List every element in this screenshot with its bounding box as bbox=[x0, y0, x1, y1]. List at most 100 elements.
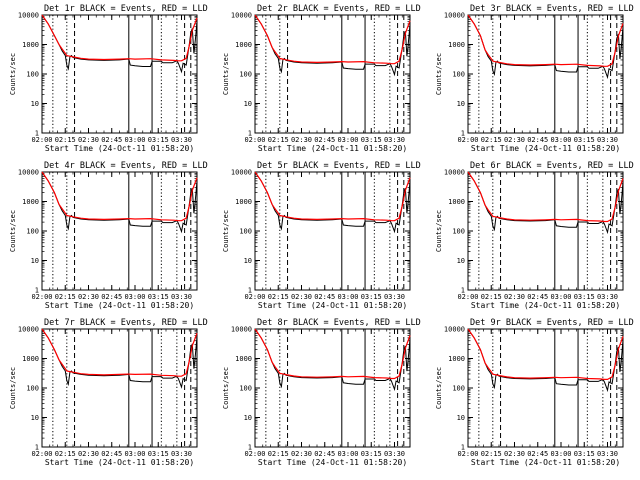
plot-frame bbox=[41, 14, 198, 134]
detector-panel: Det 8r BLACK = Events, RED = LLD 1 10 100 10… bbox=[222, 318, 421, 467]
panel-title: Det 7r BLACK = Events, RED = LLD bbox=[44, 318, 208, 328]
x-tick-label: 03:15 bbox=[148, 450, 169, 458]
y-tick-label: 100 bbox=[452, 71, 465, 79]
panel-title: Det 6r BLACK = Events, RED = LLD bbox=[470, 161, 634, 171]
y-tick-label: 1 bbox=[35, 444, 39, 452]
lld-series-line bbox=[467, 171, 624, 223]
y-tick-label: 100 bbox=[239, 71, 252, 79]
lld-series-line bbox=[467, 328, 624, 380]
x-tick-label: 02:15 bbox=[481, 136, 502, 144]
x-axis-label: Start Time (24-Oct-11 01:58:20) bbox=[45, 301, 194, 310]
x-tick-label: 03:00 bbox=[550, 293, 571, 301]
y-tick-label: 1000 bbox=[448, 198, 465, 206]
x-tick-label: 02:30 bbox=[291, 136, 312, 144]
detector-panel: Det 6r BLACK = Events, RED = LLD 1 10 100 10… bbox=[435, 161, 634, 310]
y-tick-label: 10000 bbox=[444, 12, 465, 20]
plot-frame bbox=[41, 328, 198, 448]
y-tick-label: 1 bbox=[248, 287, 252, 295]
x-tick-label: 03:30 bbox=[384, 293, 405, 301]
events-series-line bbox=[41, 328, 198, 389]
y-tick-label: 10000 bbox=[231, 169, 252, 177]
x-tick-label: 03:15 bbox=[361, 136, 382, 144]
x-tick-label: 03:30 bbox=[384, 450, 405, 458]
y-axis-label: Counts/sec bbox=[222, 210, 230, 252]
lld-series-line bbox=[41, 14, 198, 62]
events-series-line bbox=[254, 171, 411, 234]
panel-title: Det 9r BLACK = Events, RED = LLD bbox=[470, 318, 634, 328]
panel-title: Det 8r BLACK = Events, RED = LLD bbox=[257, 318, 421, 328]
y-tick-label: 100 bbox=[26, 385, 39, 393]
events-series-line bbox=[467, 171, 624, 235]
y-tick-label: 1 bbox=[248, 444, 252, 452]
y-tick-label: 100 bbox=[26, 228, 39, 236]
y-tick-label: 10000 bbox=[231, 12, 252, 20]
x-tick-label: 03:00 bbox=[550, 450, 571, 458]
detector-panel: Det 5r BLACK = Events, RED = LLD 1 10 100 10… bbox=[222, 161, 421, 310]
x-tick-label: 03:00 bbox=[337, 136, 358, 144]
x-axis-label: Start Time (24-Oct-11 01:58:20) bbox=[471, 458, 620, 467]
y-tick-label: 1000 bbox=[235, 355, 252, 363]
lld-series-line bbox=[467, 14, 624, 67]
x-tick-label: 02:30 bbox=[504, 136, 525, 144]
x-axis-label: Start Time (24-Oct-11 01:58:20) bbox=[45, 144, 194, 153]
panel-title: Det 3r BLACK = Events, RED = LLD bbox=[470, 4, 634, 14]
y-tick-label: 10 bbox=[244, 414, 252, 422]
y-axis-label: Counts/sec bbox=[9, 367, 17, 409]
x-tick-label: 02:45 bbox=[101, 450, 122, 458]
x-tick-label: 03:30 bbox=[597, 136, 618, 144]
x-tick-label: 03:30 bbox=[597, 450, 618, 458]
y-tick-label: 100 bbox=[239, 385, 252, 393]
y-tick-label: 1000 bbox=[22, 355, 39, 363]
y-tick-label: 1 bbox=[35, 130, 39, 138]
plot-frame bbox=[467, 14, 624, 134]
plot-frame bbox=[467, 328, 624, 448]
x-tick-label: 03:30 bbox=[171, 136, 192, 144]
x-tick-label: 02:45 bbox=[101, 136, 122, 144]
y-tick-label: 10000 bbox=[18, 326, 39, 334]
y-axis-label: Counts/sec bbox=[435, 210, 443, 252]
y-axis-label: Counts/sec bbox=[222, 367, 230, 409]
plot-frame bbox=[41, 171, 198, 291]
x-tick-label: 03:15 bbox=[361, 450, 382, 458]
x-tick-label: 03:15 bbox=[361, 293, 382, 301]
events-series-line bbox=[467, 328, 624, 393]
y-tick-label: 10000 bbox=[18, 169, 39, 177]
y-tick-label: 1000 bbox=[235, 198, 252, 206]
y-tick-label: 1000 bbox=[448, 41, 465, 49]
y-tick-label: 100 bbox=[239, 228, 252, 236]
y-tick-label: 10 bbox=[457, 100, 465, 108]
y-axis-label: Counts/sec bbox=[9, 53, 17, 95]
lld-series-line bbox=[254, 14, 411, 65]
y-tick-label: 1000 bbox=[235, 41, 252, 49]
detector-panel: Det 3r BLACK = Events, RED = LLD 1 10 100 10… bbox=[435, 4, 634, 153]
y-tick-label: 1000 bbox=[448, 355, 465, 363]
x-tick-label: 02:00 bbox=[457, 293, 478, 301]
plot-frame bbox=[467, 171, 624, 291]
y-tick-label: 1000 bbox=[22, 198, 39, 206]
y-axis-label: Counts/sec bbox=[435, 53, 443, 95]
x-tick-label: 02:00 bbox=[457, 136, 478, 144]
x-tick-label: 02:30 bbox=[504, 450, 525, 458]
x-tick-label: 02:15 bbox=[481, 450, 502, 458]
x-tick-label: 02:00 bbox=[31, 450, 52, 458]
y-tick-label: 1 bbox=[461, 287, 465, 295]
lld-series-line bbox=[41, 328, 198, 377]
x-tick-label: 02:30 bbox=[78, 450, 99, 458]
lld-series-line bbox=[254, 171, 411, 222]
x-tick-label: 03:00 bbox=[337, 293, 358, 301]
events-series-line bbox=[254, 328, 411, 392]
x-tick-label: 03:00 bbox=[124, 293, 145, 301]
x-tick-label: 02:45 bbox=[527, 293, 548, 301]
detector-panel: Det 4r BLACK = Events, RED = LLD 1 10 100 10… bbox=[9, 161, 208, 310]
y-axis-label: Counts/sec bbox=[222, 53, 230, 95]
panel-title: Det 2r BLACK = Events, RED = LLD bbox=[257, 4, 421, 14]
x-tick-label: 03:00 bbox=[124, 450, 145, 458]
panel-title: Det 1r BLACK = Events, RED = LLD bbox=[44, 4, 208, 14]
y-tick-label: 1000 bbox=[22, 41, 39, 49]
events-series-line bbox=[41, 171, 198, 234]
x-tick-label: 02:15 bbox=[268, 136, 289, 144]
y-axis-label: Counts/sec bbox=[9, 210, 17, 252]
x-tick-label: 02:15 bbox=[481, 293, 502, 301]
lld-series-line bbox=[254, 328, 411, 380]
